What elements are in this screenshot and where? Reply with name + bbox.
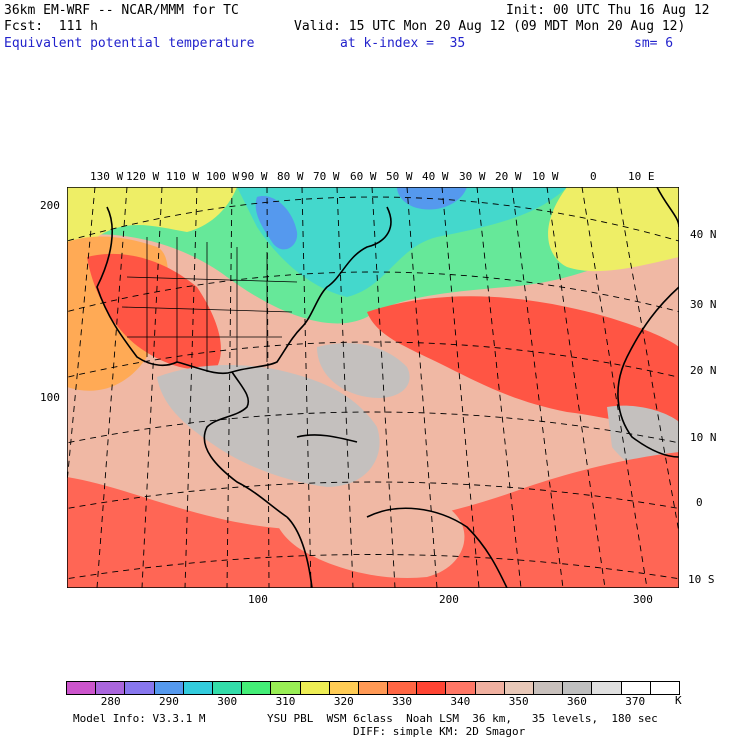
longitude-label: 90 W [241,170,268,183]
colorbar-swatch [154,682,184,694]
colorbar-swatch [212,682,243,694]
field-grey-caribbean [157,365,380,487]
valid-time: Valid: 15 UTC Mon 20 Aug 12 (09 MDT Mon … [294,19,686,34]
field-red-us [87,253,221,370]
longitude-label: 50 W [386,170,413,183]
physics-line-1: YSU PBL WSM 6class Noah LSM 36 km, 35 le… [267,712,658,725]
colorbar-swatch [621,682,651,694]
field-grey-atlantic [317,343,410,398]
colorbar-swatch [563,682,593,694]
physics-line-2: DIFF: simple KM: 2D Smagor [353,725,526,738]
latitude-label: 10 S [688,573,715,586]
model-title: 36km EM-WRF -- NCAR/MMM for TC [4,3,239,18]
colorbar-unit: K [675,694,682,707]
longitude-label: 0 [590,170,597,183]
colorbar-label: 370 [625,695,646,708]
colorbar-swatch [417,682,447,694]
longitude-label: 110 W [166,170,200,183]
colorbar-swatch [358,682,389,694]
level-label: at k-index = 35 [340,36,466,51]
longitude-label: 20 W [495,170,522,183]
field-yellow-east [548,187,679,272]
longitude-label: 120 W [126,170,160,183]
latitude-label: 40 N [690,228,717,241]
colorbar-label: 310 [275,695,296,708]
longitude-label: 40 W [422,170,449,183]
field-yellow-west [67,187,237,247]
colorbar-swatch [96,682,126,694]
colorbar-swatch [125,682,155,694]
longitude-label: 80 W [277,170,304,183]
latitude-label: 10 N [690,431,717,444]
colorbar-label: 290 [159,695,179,708]
colorbar-swatch [183,682,213,694]
init-time: Init: 00 UTC Thu 16 Aug 12 [506,3,710,18]
graticule [67,187,679,588]
colorbar-swatch [300,682,330,694]
grid-x-label: 100 [248,593,268,606]
field-cyan-north [237,187,567,297]
colorbar-label: 340 [450,695,471,708]
forecast-hour: Fcst: 111 h [4,19,98,34]
latitude-label: 20 N [690,364,717,377]
colorbar-swatch [329,682,359,694]
colorbar-swatch [534,682,564,694]
colorbar [66,681,680,695]
colorbar-swatch [67,682,97,694]
colorbar-swatch [242,682,272,694]
grid-y-label: 200 [40,199,60,212]
longitude-label: 130 W [90,170,124,183]
colorbar-swatch [271,682,301,694]
colorbar-swatch [388,682,418,694]
colorbar-swatch [592,682,622,694]
field-blue-core [255,196,298,250]
colorbar-label: 300 [217,695,238,708]
colorbar-swatch [650,682,679,694]
longitude-label: 10 W [532,170,559,183]
colorbar-label: 350 [508,695,529,708]
colorbar-swatch [475,682,505,694]
latitude-label: 0 [696,496,703,509]
longitude-label: 70 W [313,170,340,183]
equivalent-potential-temperature-map [67,187,679,588]
longitude-label: 30 W [459,170,486,183]
longitude-label: 100 W [206,170,240,183]
field-salmon-south [275,492,465,578]
grid-x-label: 300 [633,593,653,606]
grid-x-label: 200 [439,593,459,606]
state-borders [121,237,298,372]
colorbar-swatch [446,682,476,694]
latitude-label: 30 N [690,298,717,311]
colorbar-label: 330 [392,695,413,708]
longitude-label: 10 E [628,170,655,183]
field-red-atlantic [367,296,679,437]
smoothing-label: sm= 6 [634,36,674,51]
colorbar-swatch [504,682,534,694]
model-info: Model Info: V3.3.1 M [73,712,206,725]
colorbar-label: 280 [100,695,121,708]
colorbar-label: 360 [567,695,587,708]
longitude-label: 60 W [350,170,377,183]
grid-y-label: 100 [40,391,60,404]
field-name: Equivalent potential temperature [4,36,255,51]
coastlines [96,187,679,588]
colorbar-label: 320 [333,695,354,708]
field-red-south [67,452,679,588]
